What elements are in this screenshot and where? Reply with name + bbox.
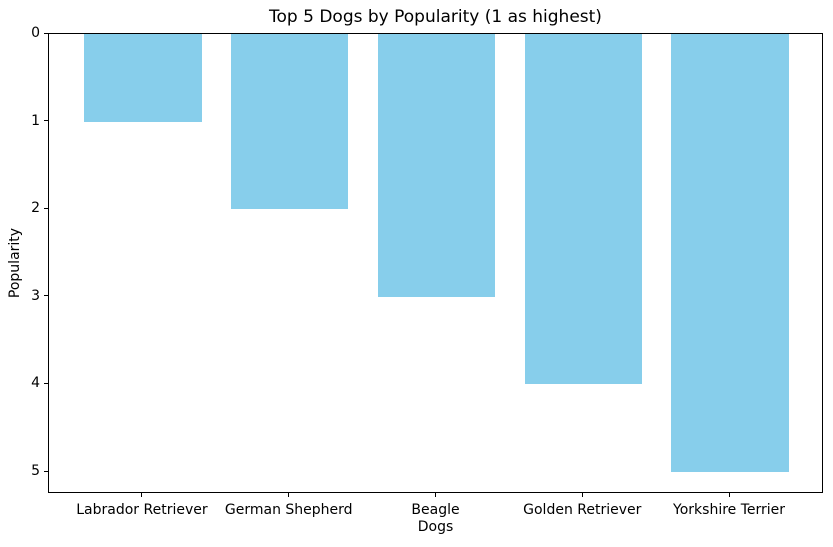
chart-title: Top 5 Dogs by Popularity (1 as highest): [269, 7, 602, 27]
bar-yorkshire-terrier: [671, 34, 789, 473]
x-tick-label: German Shepherd: [224, 502, 353, 518]
x-tick-mark: [435, 493, 436, 497]
y-tick-mark: [44, 470, 48, 472]
y-tick-label: 3: [31, 287, 40, 304]
x-tick-label: Beagle: [411, 502, 460, 518]
x-tick-label: Yorkshire Terrier: [673, 502, 786, 518]
plot-area: [48, 33, 823, 493]
bar-beagle: [377, 34, 496, 297]
x-axis-label: Dogs: [417, 519, 454, 535]
x-tick-mark: [288, 493, 290, 497]
y-tick-label: 1: [31, 112, 40, 129]
y-axis-label: Popularity: [7, 227, 23, 299]
bar-labrador-retriever: [84, 34, 202, 122]
y-tick-label: 2: [31, 200, 40, 217]
x-tick-mark: [728, 493, 730, 497]
x-tick-label: Labrador Retriever: [76, 502, 208, 518]
y-tick-mark: [44, 120, 48, 122]
bar-golden-retriever: [524, 34, 642, 385]
y-tick-mark: [44, 382, 48, 384]
y-tick-mark: [44, 295, 48, 297]
y-tick-label: 5: [31, 463, 40, 480]
y-tick-label: 4: [31, 375, 40, 392]
bar-german-shepherd: [231, 34, 349, 210]
y-tick-mark: [44, 32, 48, 34]
y-tick-label: 0: [31, 25, 40, 41]
x-tick-mark: [141, 493, 143, 497]
x-tick-mark: [581, 493, 583, 497]
x-tick-label: Golden Retriever: [523, 502, 642, 518]
y-tick-mark: [44, 207, 48, 209]
